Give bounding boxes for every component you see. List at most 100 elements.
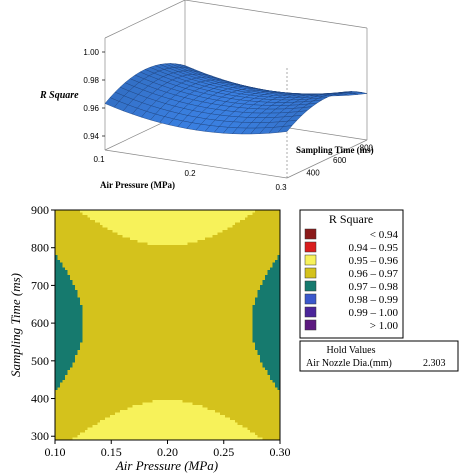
- contour-cell: [160, 247, 164, 251]
- contour-cell: [125, 420, 129, 424]
- contour-cell: [157, 405, 161, 409]
- contour-cell: [80, 255, 84, 259]
- contour-cell: [170, 407, 174, 411]
- contour-cell: [142, 375, 146, 379]
- contour-cell: [120, 397, 124, 401]
- contour-cell: [92, 320, 96, 324]
- contour-cell: [147, 300, 151, 304]
- contour-cell: [112, 287, 116, 291]
- contour-cell: [77, 245, 81, 249]
- contour-cell: [57, 390, 61, 394]
- contour-cell: [90, 332, 94, 336]
- contour-cell: [170, 215, 174, 219]
- contour-cell: [92, 242, 96, 246]
- contour-cell: [70, 332, 74, 336]
- contour-cell: [135, 427, 139, 431]
- contour-cell: [120, 262, 124, 266]
- box-edge: [286, 139, 368, 179]
- contour-cell: [100, 330, 104, 334]
- contour-cell: [160, 352, 164, 356]
- contour-cell: [152, 230, 156, 234]
- contour-cell: [62, 210, 66, 214]
- contour-cell: [55, 240, 59, 244]
- contour-cell: [92, 287, 96, 291]
- contour-cell: [102, 240, 106, 244]
- contour-cell: [80, 387, 84, 391]
- contour-cell: [162, 237, 166, 241]
- contour-cell: [72, 232, 76, 236]
- contour-cell: [157, 227, 161, 231]
- contour-cell: [82, 335, 86, 339]
- contour-cell: [95, 380, 99, 384]
- contour-cell: [155, 377, 159, 381]
- contour-cell: [120, 312, 124, 316]
- contour-cell: [170, 430, 174, 434]
- contour-cell: [100, 212, 104, 216]
- contour-cell: [75, 412, 79, 416]
- contour-cell: [97, 295, 101, 299]
- contour-cell: [90, 270, 94, 274]
- contour-cell: [72, 290, 76, 294]
- contour-cell: [65, 265, 69, 269]
- contour-cell: [152, 390, 156, 394]
- contour-cell: [110, 247, 114, 251]
- contour-cell: [155, 215, 159, 219]
- contour-cell: [102, 370, 106, 374]
- contour-cell: [65, 220, 69, 224]
- contour-cell: [75, 210, 79, 214]
- contour-cell: [157, 292, 161, 296]
- contour-cell: [102, 397, 106, 401]
- contour-cell: [165, 245, 169, 249]
- contour-cell: [115, 275, 119, 279]
- contour-cell: [115, 305, 119, 309]
- contour-cell: [150, 387, 154, 391]
- contour-cell: [132, 275, 136, 279]
- contour-cell: [125, 360, 129, 364]
- contour-cell: [100, 220, 104, 224]
- contour-cell: [167, 305, 171, 309]
- contour-cell: [62, 240, 66, 244]
- contour-cell: [110, 295, 114, 299]
- contour-cell: [147, 392, 151, 396]
- contour-cell: [67, 357, 71, 361]
- contour-cell: [130, 325, 134, 329]
- contour-cell: [70, 255, 74, 259]
- contour-cell: [157, 375, 161, 379]
- contour-cell: [87, 402, 91, 406]
- contour-cell: [177, 287, 181, 291]
- contour-cell: [90, 292, 94, 296]
- contour-cell: [95, 410, 99, 414]
- contour-cell: [100, 247, 104, 251]
- contour-cell: [147, 270, 151, 274]
- contour-cell: [95, 307, 99, 311]
- contour-cell: [62, 410, 66, 414]
- contour-cell: [57, 335, 61, 339]
- contour-cell: [117, 217, 121, 221]
- contour-cell: [132, 317, 136, 321]
- contour-cell: [87, 227, 91, 231]
- contour-cell: [160, 290, 164, 294]
- contour-cell: [127, 307, 131, 311]
- contour-cell: [130, 247, 134, 251]
- contour-cell: [87, 317, 91, 321]
- contour-cell: [112, 280, 116, 284]
- contour-cell: [60, 385, 64, 389]
- contour-cell: [105, 270, 109, 274]
- contour-cell: [57, 357, 61, 361]
- contour-cell: [127, 312, 131, 316]
- contour-cell: [95, 240, 99, 244]
- contour-cell: [170, 315, 174, 319]
- contour-cell: [145, 287, 149, 291]
- contour-cell: [147, 210, 151, 214]
- contour-cell: [172, 392, 176, 396]
- contour-cell: [170, 322, 174, 326]
- contour-cell: [120, 277, 124, 281]
- contour-cell: [162, 302, 166, 306]
- contour-cell: [177, 340, 181, 344]
- contour-cell: [97, 350, 101, 354]
- contour-cell: [95, 372, 99, 376]
- contour-cell: [177, 272, 181, 276]
- contour-cell: [55, 295, 59, 299]
- contour-cell: [115, 300, 119, 304]
- contour-cell: [90, 260, 94, 264]
